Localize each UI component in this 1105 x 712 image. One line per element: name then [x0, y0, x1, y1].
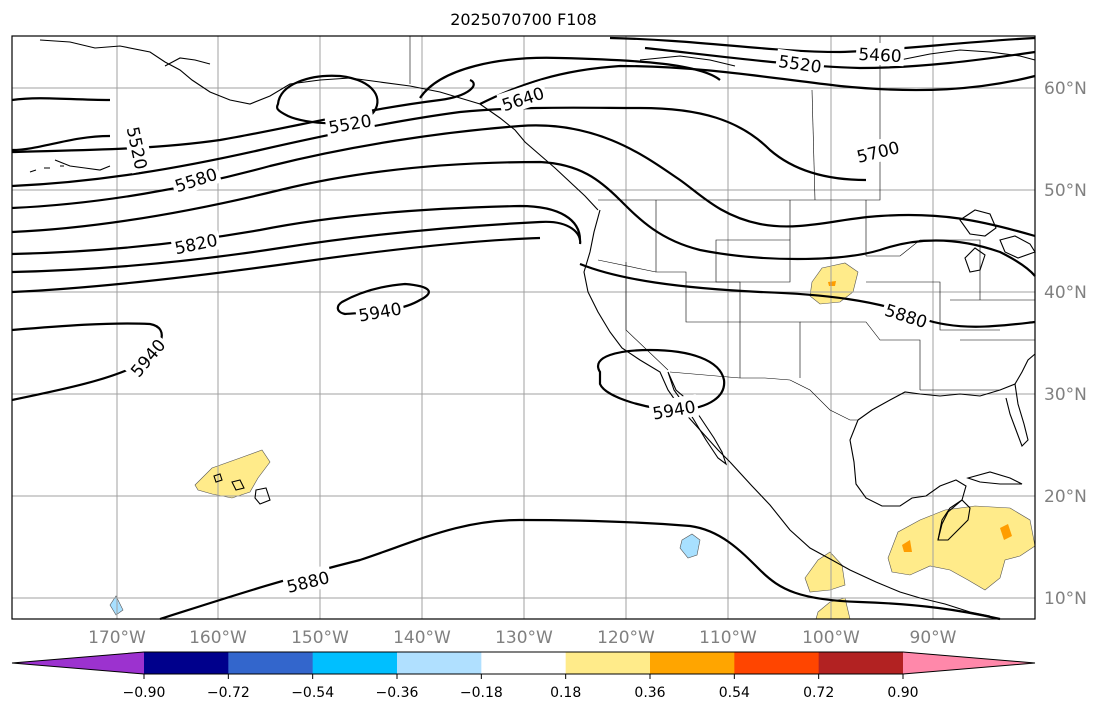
colorbar-tick-label: 0.36 [634, 685, 665, 701]
colorbar-extend-high [903, 652, 1035, 674]
anomaly-negative-pacific [679, 533, 701, 559]
longitude-label: 90°W [910, 628, 957, 648]
latitude-label: 50°N [1044, 181, 1087, 201]
colorbar-tick-label: 0.18 [550, 685, 581, 701]
colorbar-segment [312, 652, 398, 674]
anomaly-mexico-2 [815, 597, 851, 620]
colorbar-tick-label: −0.72 [207, 685, 250, 701]
colorbar-segment [228, 652, 314, 674]
latitude-label: 30°N [1044, 385, 1087, 405]
latitude-label: 10°N [1044, 589, 1087, 609]
longitude-label: 130°W [495, 628, 553, 648]
colorbar-extend-low [12, 652, 144, 674]
colorbar-tick-label: −0.54 [291, 685, 334, 701]
colorbar-segment [397, 652, 482, 674]
longitude-label: 100°W [802, 628, 860, 648]
longitude-label: 160°W [189, 628, 247, 648]
colorbar-tick-label: 0.90 [887, 685, 918, 701]
longitude-label: 120°W [597, 628, 655, 648]
colorbar-segment [144, 652, 229, 674]
latitude-label: 40°N [1044, 283, 1087, 303]
contour-label: 5520 [324, 108, 376, 139]
latitude-label: 60°N [1044, 79, 1087, 99]
latitude-labels: 60°N 50°N 40°N 30°N 20°N 10°N [1044, 79, 1087, 609]
longitude-label: 150°W [291, 628, 349, 648]
colorbar-tick-label: 0.72 [803, 685, 834, 701]
colorbar-tick-label: 0.54 [719, 685, 750, 701]
longitude-labels: 170°W 160°W 150°W 140°W 130°W 120°W 110°W 100°W… [88, 628, 957, 648]
colorbar-segment [481, 652, 567, 674]
colorbar [11, 651, 1036, 675]
map-title: 2025070700 F108 [450, 10, 597, 29]
anomaly-central-america [887, 505, 1036, 591]
latitude-label: 20°N [1044, 487, 1087, 507]
anomaly-plains-core [828, 281, 836, 286]
svg-text:5460: 5460 [858, 45, 902, 67]
colorbar-segment [818, 652, 904, 674]
contour-label: 5940 [354, 296, 406, 327]
longitude-label: 140°W [393, 628, 451, 648]
anomaly-fills [109, 262, 1036, 620]
colorbar-tick-label: −0.18 [460, 685, 503, 701]
longitude-label: 170°W [88, 628, 146, 648]
colorbar-tick-labels: −0.90 −0.72 −0.54 −0.36 −0.18 0.18 0.36 0.54 0.7… [123, 674, 919, 701]
colorbar-segment [565, 652, 651, 674]
longitude-label: 110°W [699, 628, 757, 648]
political-boundaries [409, 36, 1035, 421]
colorbar-tick-label: −0.90 [123, 685, 166, 701]
coastlines [29, 39, 1036, 617]
colorbar-tick-label: −0.36 [376, 685, 419, 701]
anomaly-central-america-core-2 [902, 540, 912, 552]
colorbar-segment [650, 652, 735, 674]
contour-label: 5460 [855, 41, 905, 67]
anomaly-hawaii [194, 449, 271, 499]
anomaly-central-america-core-1 [1000, 524, 1012, 540]
map-frame [11, 35, 1036, 620]
colorbar-segment [734, 652, 820, 674]
contour-label: 5820 [170, 227, 222, 259]
